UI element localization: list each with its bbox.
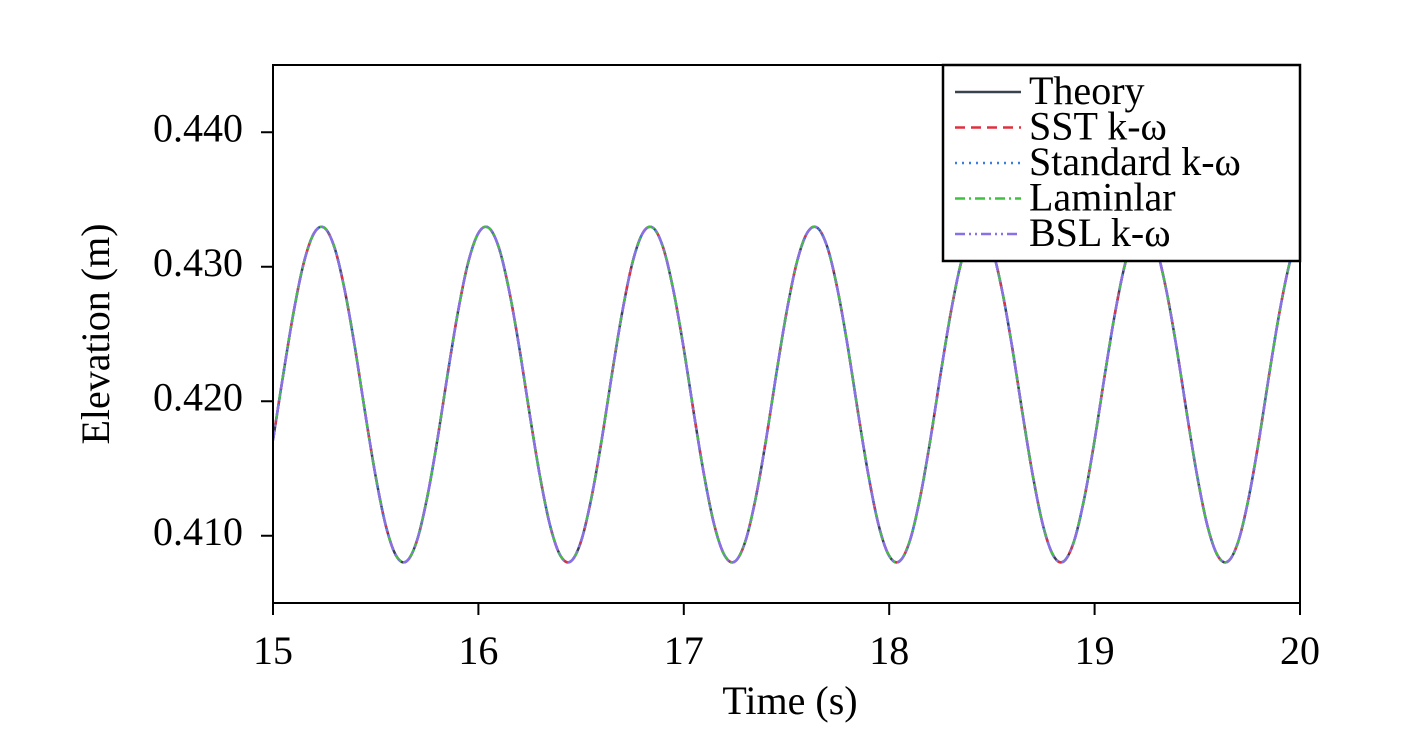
legend-box bbox=[941, 63, 1302, 263]
plot-lines bbox=[273, 225, 1300, 564]
x-tick-label: 19 bbox=[1075, 628, 1115, 673]
y-tick-label: 0.410 bbox=[153, 509, 243, 554]
x-tick-label: 20 bbox=[1280, 628, 1320, 673]
x-tick-label: 16 bbox=[458, 628, 498, 673]
series-line bbox=[273, 225, 1300, 564]
x-tick-label: 18 bbox=[869, 628, 909, 673]
series-line bbox=[273, 225, 1300, 564]
series-line bbox=[273, 225, 1300, 564]
x-tick-label: 15 bbox=[253, 628, 293, 673]
legend-label: Laminlar bbox=[1029, 175, 1176, 220]
legend-label: SST k-ω bbox=[1029, 104, 1167, 149]
y-tick-label: 0.430 bbox=[153, 240, 243, 285]
plot-frame bbox=[272, 64, 1301, 604]
series-line bbox=[273, 225, 1300, 564]
legend-label: BSL k-ω bbox=[1029, 210, 1171, 255]
y-tick-label: 0.440 bbox=[153, 105, 243, 150]
legend-label: Standard k-ω bbox=[1029, 139, 1241, 184]
y-axis-title: Elevation (m) bbox=[73, 223, 118, 444]
legend-label: Theory bbox=[1029, 68, 1145, 113]
x-axis-title: Time (s) bbox=[722, 678, 857, 723]
series-line bbox=[273, 225, 1300, 564]
x-tick-label: 17 bbox=[664, 628, 704, 673]
y-tick-label: 0.420 bbox=[153, 374, 243, 419]
